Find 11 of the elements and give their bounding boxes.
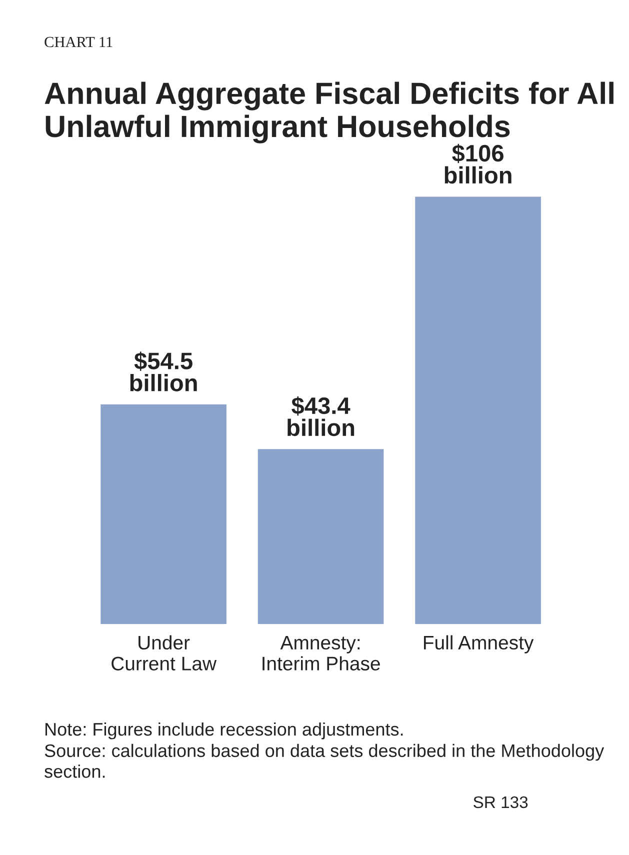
text: Note: Figures include recession adjustments. xyxy=(46,722,403,740)
text: SR 133 xyxy=(474,796,528,808)
chart-subtitle: CHART 11 xyxy=(44,36,112,48)
source-note: Source: calculations based on data sets described in the Methodology section. xyxy=(44,744,604,778)
chart-title: Annual Aggregate Fiscal Deficits for All Unlawful Immigrant Households xyxy=(44,82,614,144)
data-label: $43.4 billion xyxy=(288,396,354,436)
x-tick-label: Under Current Law xyxy=(112,635,217,670)
data-label: $106 billion xyxy=(444,144,512,184)
x-tick-label: Amnesty: Interim Phase xyxy=(262,636,380,670)
data-label: $54.5 billion xyxy=(130,352,197,392)
x-tick-label: Full Amnesty xyxy=(424,635,534,654)
